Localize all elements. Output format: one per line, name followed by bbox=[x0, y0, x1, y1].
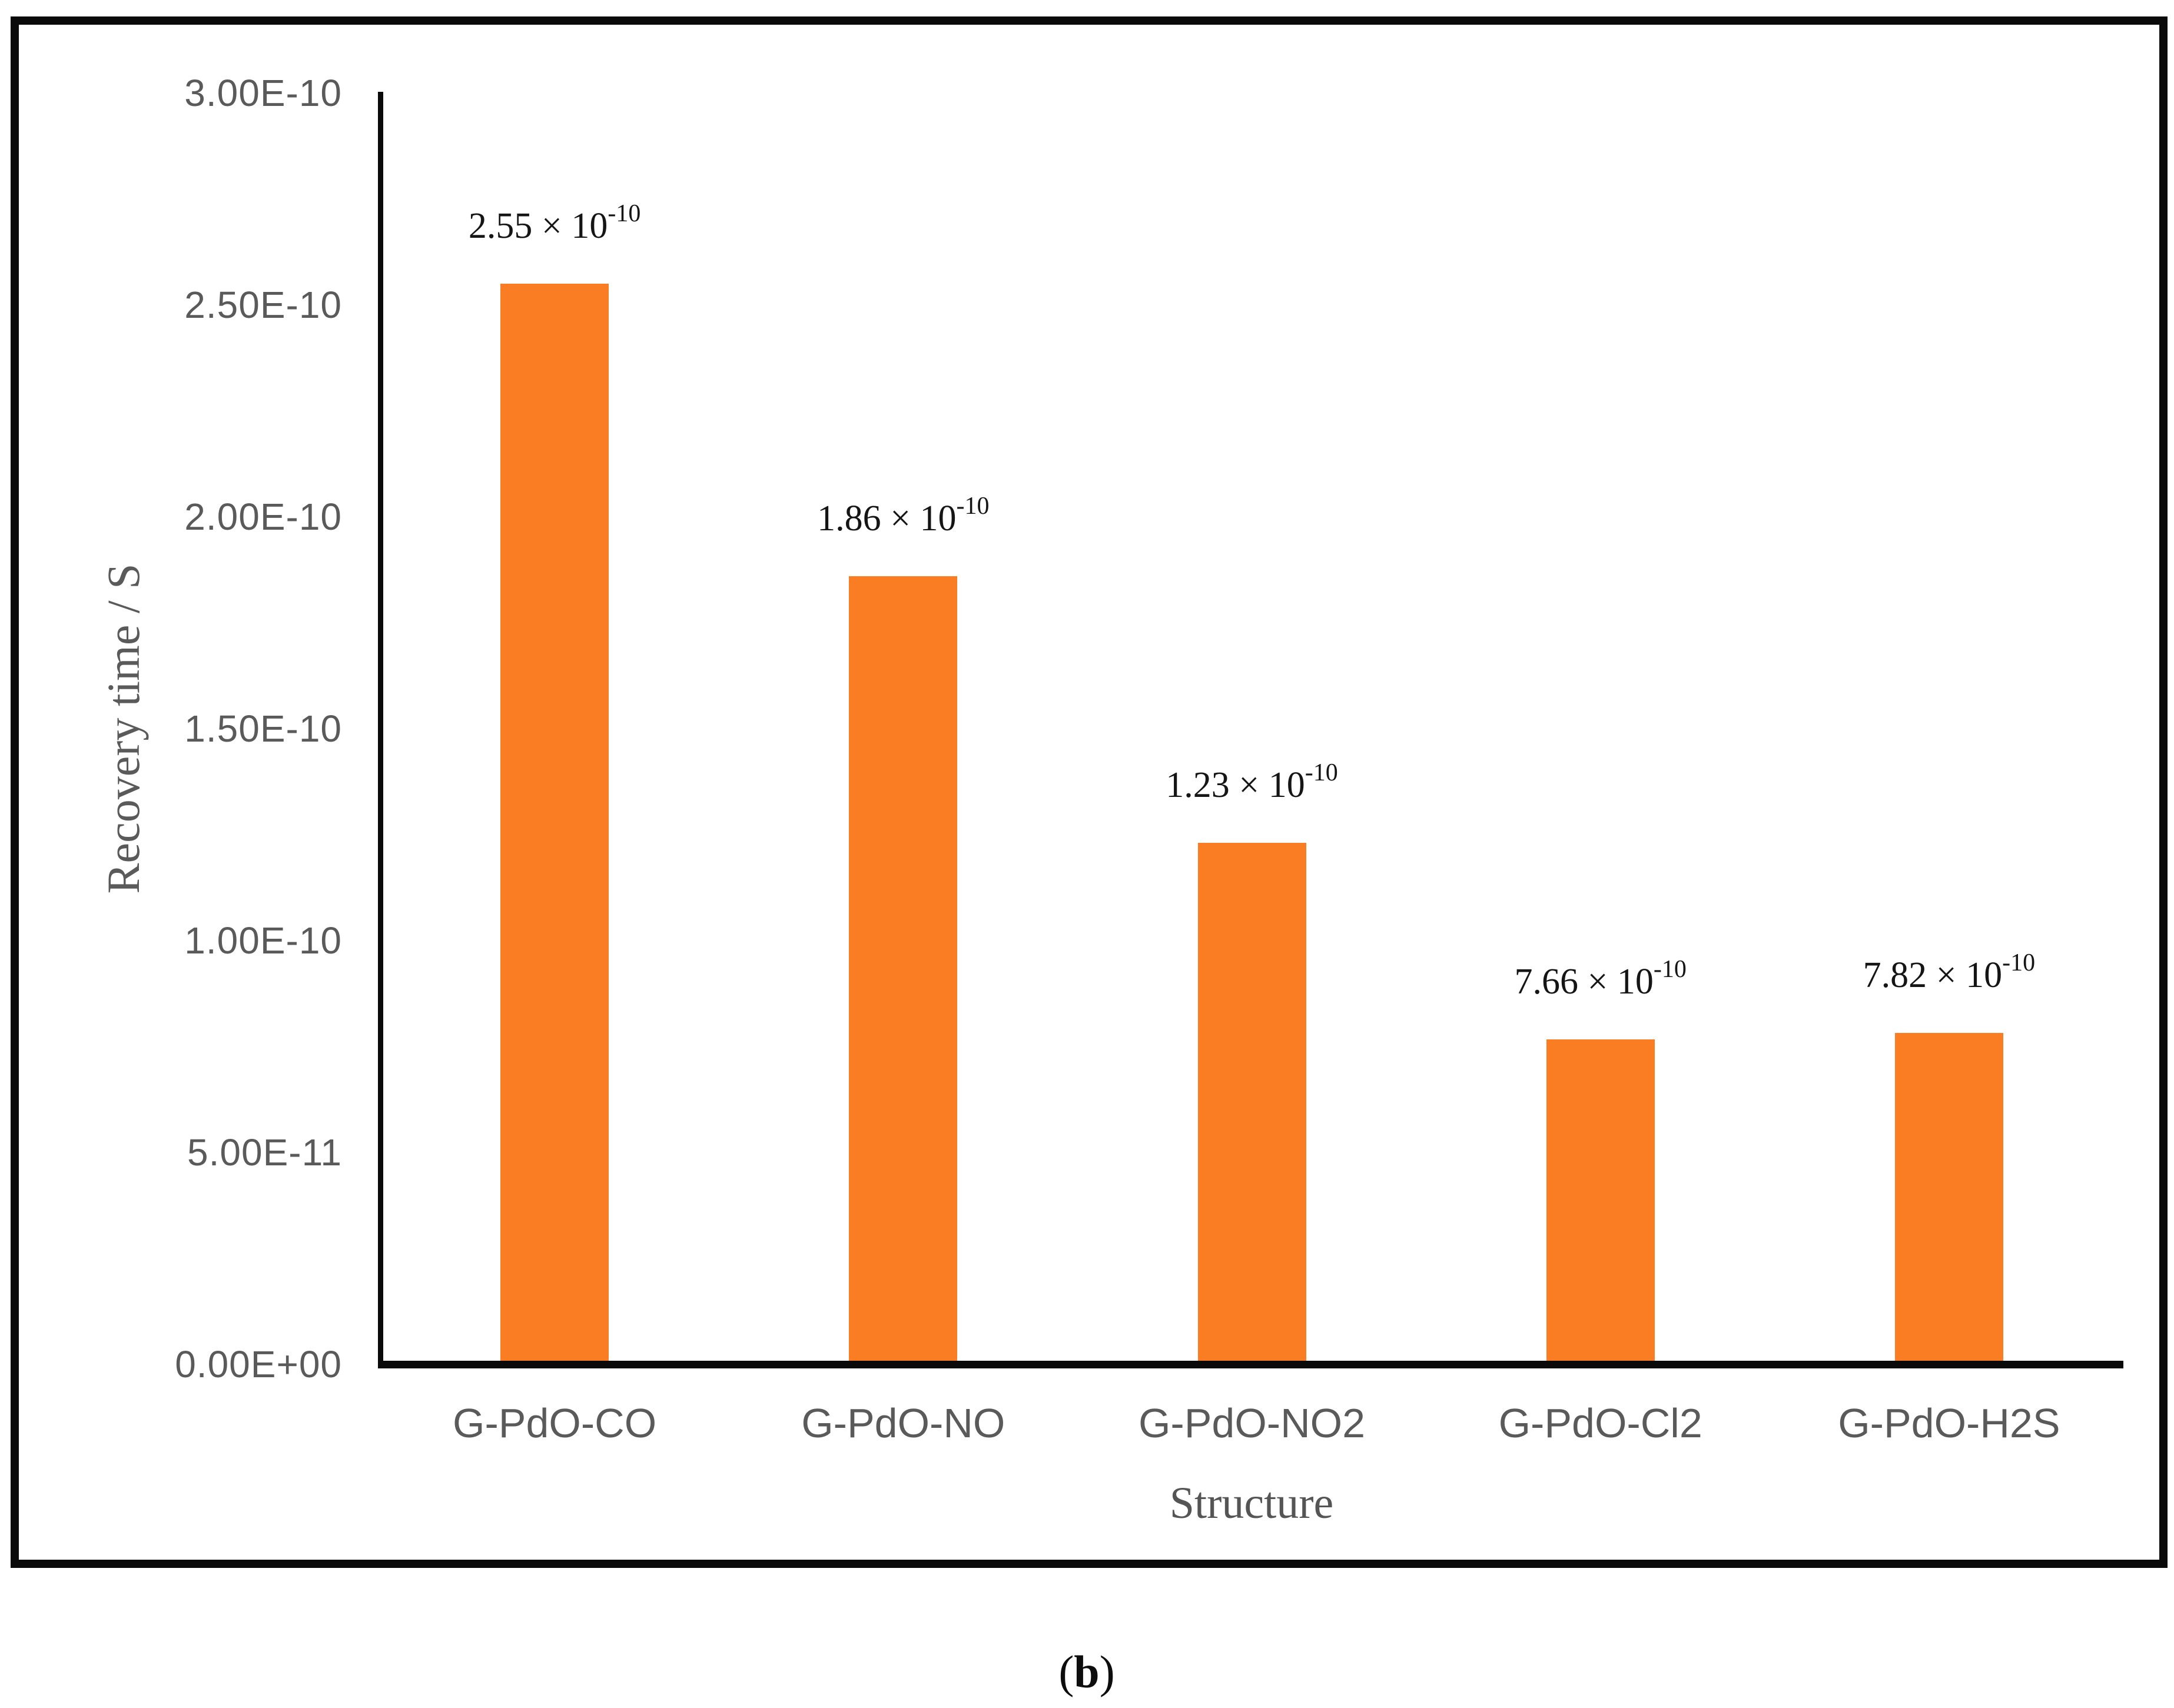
bar-G-PdO-NO bbox=[849, 576, 958, 1367]
bar-G-PdO-CO bbox=[500, 284, 609, 1367]
bar-value-exponent: -10 bbox=[956, 492, 990, 520]
bar-value-mantissa: 2.55 × 10 bbox=[468, 206, 608, 246]
caption-open-paren: ( bbox=[1058, 1646, 1074, 1697]
bar-value-mantissa: 7.66 × 10 bbox=[1514, 962, 1654, 1002]
x-category-label: G-PdO-NO2 bbox=[1138, 1400, 1366, 1446]
caption-letter: b bbox=[1074, 1646, 1100, 1697]
bar-value-mantissa: 1.86 × 10 bbox=[817, 498, 957, 539]
y-tick-label: 3.00E-10 bbox=[184, 72, 342, 114]
x-axis-line bbox=[378, 1361, 2123, 1368]
y-tick-label: 1.50E-10 bbox=[184, 707, 342, 750]
bar-value-exponent: -10 bbox=[1653, 956, 1687, 983]
bar-value-exponent: -10 bbox=[2002, 949, 2036, 976]
y-axis-line bbox=[378, 92, 383, 1368]
bar-value-label: 2.55 × 10-10 bbox=[290, 200, 819, 250]
x-category-label: G-PdO-H2S bbox=[1838, 1400, 2060, 1446]
y-tick-label: 1.00E-10 bbox=[184, 919, 342, 962]
bar-value-mantissa: 7.82 × 10 bbox=[1863, 955, 2003, 995]
caption-close-paren: ) bbox=[1099, 1646, 1115, 1697]
bar-value-label: 1.23 × 10-10 bbox=[987, 759, 1517, 809]
x-category-label: G-PdO-CO bbox=[453, 1400, 657, 1446]
figure-caption: (b) bbox=[733, 1646, 1440, 1699]
bar-value-label: 1.86 × 10-10 bbox=[638, 492, 1168, 542]
bar-G-PdO-NO2 bbox=[1197, 843, 1306, 1367]
y-tick-label: 2.50E-10 bbox=[184, 284, 342, 326]
bar-value-mantissa: 1.23 × 10 bbox=[1166, 765, 1305, 806]
y-tick-label: 5.00E-11 bbox=[187, 1131, 342, 1174]
bar-value-exponent: -10 bbox=[608, 200, 641, 227]
x-category-label: G-PdO-Cl2 bbox=[1498, 1400, 1702, 1446]
x-axis-title: Structure bbox=[1169, 1478, 1334, 1528]
y-tick-label: 0.00E+00 bbox=[175, 1343, 342, 1385]
bar-value-exponent: -10 bbox=[1305, 759, 1338, 787]
chart-border-frame: Recovery time / S Structure 3.00E-10 2.50… bbox=[11, 16, 2168, 1568]
bar-G-PdO-H2S bbox=[1894, 1032, 2003, 1367]
bar-value-label: 7.82 × 10-10 bbox=[1684, 949, 2174, 999]
y-tick-label: 2.00E-10 bbox=[184, 496, 342, 538]
x-category-label: G-PdO-NO bbox=[801, 1400, 1005, 1446]
bar-G-PdO-Cl2 bbox=[1546, 1039, 1655, 1367]
bar-value-label: 7.66 × 10-10 bbox=[1336, 956, 1866, 1005]
